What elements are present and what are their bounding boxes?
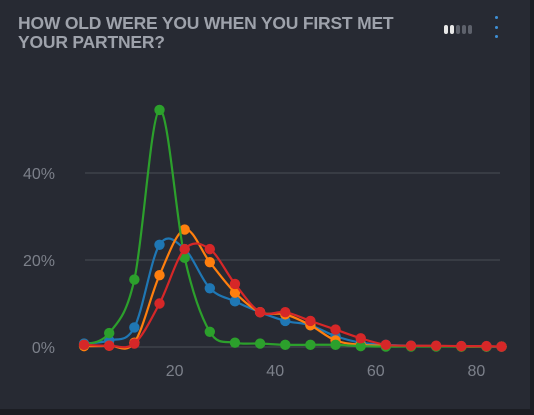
series-2-point (355, 340, 366, 352)
y-tick-label: 0% (32, 340, 55, 357)
series-3-point (154, 298, 165, 309)
series-3-point (129, 338, 140, 349)
pagination-dots-icon[interactable] (444, 25, 472, 34)
series-3-point (204, 243, 216, 255)
line-chart: 0% 20% 40% 20 40 60 80 (23, 104, 507, 380)
series-0-line (83, 237, 502, 348)
series-3-point (280, 307, 291, 318)
series-2-point (254, 338, 266, 349)
series-2-point (129, 274, 140, 285)
series-2-point (104, 327, 115, 339)
series-2-point (154, 104, 165, 116)
series-2-point (280, 339, 291, 351)
series-0-point (154, 239, 165, 250)
series-2-point (179, 252, 190, 264)
series-3-point (229, 278, 241, 290)
series-3-point (330, 324, 341, 335)
series-2-point (330, 339, 341, 351)
series-0-point (204, 283, 216, 294)
chart-title: HOW OLD WERE YOU WHEN YOU FIRST MET YOUR… (18, 13, 394, 52)
series-1-point (179, 224, 190, 235)
series-1-point (204, 256, 216, 268)
series-1-point (229, 287, 241, 298)
series-3-point (78, 339, 90, 351)
series-3-point (179, 243, 190, 255)
x-tick-label: 20 (166, 363, 184, 380)
series-1-point (154, 270, 165, 281)
series-3-point (430, 340, 442, 351)
series-3-point (456, 340, 467, 352)
series-3-point (405, 340, 417, 351)
series-0-point (229, 296, 241, 307)
series-3-point (104, 340, 115, 351)
series-3-point (305, 315, 316, 327)
kebab-menu-icon[interactable] (490, 16, 502, 38)
series-3-point (481, 340, 492, 352)
series-2-point (204, 326, 216, 337)
x-tick-label: 60 (367, 363, 385, 380)
y-tick-label: 20% (23, 253, 55, 270)
series-3-point (380, 339, 392, 351)
series-3-point (254, 307, 266, 318)
series-0-point (129, 322, 140, 333)
series-3-point (496, 341, 507, 352)
series-2-point (305, 339, 316, 351)
series-3-line (84, 242, 502, 349)
x-tick-label: 80 (468, 363, 486, 380)
y-tick-label: 40% (23, 166, 55, 183)
series-3-point (355, 333, 366, 344)
x-tick-label: 40 (266, 363, 284, 380)
series-2-point (229, 337, 241, 348)
